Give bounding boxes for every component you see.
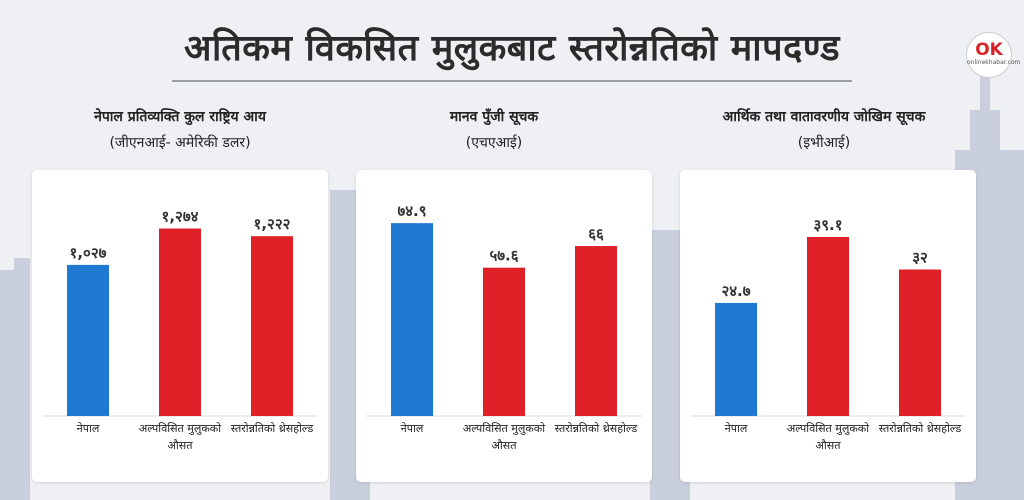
- chart-3-panel: २४.७ ३९.१ ३२ नेपाल अल्पविसित मुलुकको औसत स…: [680, 170, 976, 482]
- bar-threshold: [251, 236, 293, 416]
- chart-3-subtitle: (इभीआई): [797, 135, 851, 151]
- chart-2-plot: ७४.९ ५७.६ ६६: [366, 202, 642, 417]
- chart-2-subtitle: (एचएआई): [465, 135, 523, 151]
- chart-1-category-nepal: नेपाल: [76, 422, 100, 435]
- chart-1-category-threshold: स्तरोन्नतिको थ्रेसहोल्ड: [230, 422, 314, 435]
- bar-nepal: [67, 264, 109, 416]
- value-label-threshold: ३२: [912, 249, 928, 267]
- chart-2-category-ldc-average: अल्पविसित मुलुकको औसत: [462, 422, 546, 452]
- title-divider: [172, 80, 852, 82]
- chart-2-category-nepal: नेपाल: [400, 422, 424, 435]
- value-label-threshold: १,२२२: [254, 215, 291, 233]
- chart-1-heading: नेपाल प्रतिव्यक्ति कुल राष्ट्रिय आय (जीए…: [30, 104, 330, 156]
- chart-2-category-threshold: स्तरोन्नतिको थ्रेसहोल्ड: [554, 422, 638, 435]
- bar-nepal: [715, 302, 757, 416]
- bar-ldc-average: [483, 267, 525, 416]
- chart-1-subtitle: (जीएनआई- अमेरिकी डलर): [109, 135, 251, 151]
- chart-3-title: आर्थिक तथा वातावरणीय जोखिम सूचक: [722, 109, 926, 125]
- page-title: अतिकम विकसित मुलुकबाट स्तरोन्नतिको मापदण…: [183, 28, 841, 69]
- chart-3-category-ldc-average: अल्पविसित मुलुकको औसत: [786, 422, 870, 452]
- chart-3-plot: २४.७ ३९.१ ३२: [690, 216, 966, 417]
- brand-logo: OK onlinekhabar.com: [966, 32, 1021, 78]
- chart-3-category-threshold: स्तरोन्नतिको थ्रेसहोल्ड: [878, 422, 962, 435]
- value-label-threshold: ६६: [588, 225, 604, 243]
- chart-3-category-nepal: नेपाल: [724, 422, 748, 435]
- chart-1-panel: १,०२७ १,२७४ १,२२२ नेपाल अल्पविसित मुलुकको …: [32, 170, 328, 482]
- bar-ldc-average: [807, 237, 849, 416]
- bar-nepal: [391, 223, 433, 416]
- chart-2-heading: मानव पुँजी सूचक (एचएआई): [344, 104, 644, 156]
- chart-2-title: मानव पुँजी सूचक: [449, 109, 539, 125]
- chart-2-panel: ७४.९ ५७.६ ६६ नेपाल अल्पविसित मुलुकको औसत स…: [356, 170, 652, 482]
- chart-3-heading: आर्थिक तथा वातावरणीय जोखिम सूचक (इभीआई): [674, 104, 974, 156]
- value-label-nepal: १,०२७: [70, 244, 107, 262]
- logo-text: onlinekhabar.com: [967, 59, 1021, 66]
- value-label-ldc-average: १,२७४: [162, 208, 199, 226]
- chart-1-title: नेपाल प्रतिव्यक्ति कुल राष्ट्रिय आय: [94, 109, 266, 125]
- chart-1-category-ldc-average: अल्पविसित मुलुकको औसत: [138, 422, 222, 452]
- bar-threshold: [899, 269, 941, 416]
- bar-ldc-average: [159, 228, 201, 416]
- value-label-nepal: ७४.९: [397, 202, 426, 220]
- bar-threshold: [575, 246, 617, 416]
- logo-mark: OK: [975, 40, 1003, 60]
- value-label-ldc-average: ५७.६: [489, 247, 518, 265]
- value-label-ldc-average: ३९.१: [813, 216, 842, 234]
- value-label-nepal: २४.७: [721, 282, 750, 300]
- chart-1-plot: १,०२७ १,२७४ १,२२२: [42, 208, 318, 417]
